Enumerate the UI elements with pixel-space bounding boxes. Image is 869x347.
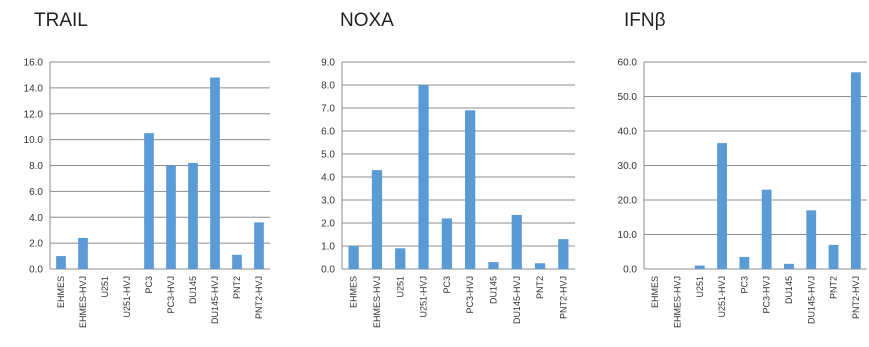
x-category-label: EHMES xyxy=(349,276,359,308)
y-tick-label: 1.0 xyxy=(321,242,335,253)
x-category-label: PNT2-HVJ xyxy=(254,276,264,319)
bar-ehmes xyxy=(348,246,359,269)
x-category-label: DU145-HVJ xyxy=(806,276,816,324)
bar-ehmes-hvj xyxy=(78,237,88,269)
x-category-label: EHMES xyxy=(56,276,66,308)
y-tick-label: 40.0 xyxy=(618,127,638,138)
bar-ehmes xyxy=(56,256,66,269)
y-tick-label: 8.0 xyxy=(321,81,335,92)
y-tick-label: 2.0 xyxy=(321,219,335,230)
x-category-label: PC3-HVJ xyxy=(166,276,176,314)
noxa-chart-panel: NOXA 0.0 1.0 2.0 3.0 4.0 5.0 6.0 7.0 8.0 9.0 EHMES… xyxy=(290,0,580,347)
x-category-label: DU145-HVJ xyxy=(210,276,220,324)
y-tick-label: 3.0 xyxy=(321,196,335,207)
x-category-label: U251 xyxy=(100,276,110,298)
y-tick-label: 12.0 xyxy=(24,109,44,120)
x-category-label: U251 xyxy=(695,276,705,298)
y-tick-label: 10.0 xyxy=(618,230,638,241)
x-category-label: PNT2 xyxy=(829,276,839,299)
y-tick-label: 10.0 xyxy=(24,135,44,146)
bar-pc3 xyxy=(441,218,452,269)
y-tick-label: 4.0 xyxy=(29,213,43,224)
x-category-label: PC3-HVJ xyxy=(465,276,475,314)
trail-chart-panel: TRAIL 0.0 2.0 4.0 6.0 8.0 10.0 12.0 14.0 16.0 EHM… xyxy=(0,0,290,347)
bar-pnt2-hvj xyxy=(850,72,861,269)
y-tick-label: 0.0 xyxy=(29,265,43,276)
x-category-label: DU145 xyxy=(784,276,794,304)
bar-pnt2 xyxy=(232,254,242,269)
x-category-label: PC3 xyxy=(442,276,452,294)
ifnb-chart-panel: IFNβ 0.0 10.0 20.0 30.0 40.0 50.0 60.0 EHMES EHM… xyxy=(580,0,869,347)
x-category-label: PNT2-HVJ xyxy=(851,276,861,319)
y-tick-label: 60.0 xyxy=(618,58,638,69)
bar-u251-hvj xyxy=(717,143,727,269)
x-category-label: DU145 xyxy=(488,276,498,304)
trail-bar-chart: 0.0 2.0 4.0 6.0 8.0 10.0 12.0 14.0 16.0 EHMES EHME… xyxy=(24,58,270,328)
trail-chart-title: TRAIL xyxy=(34,10,88,31)
y-tick-label: 50.0 xyxy=(618,92,638,103)
ifnb-chart-title: IFNβ xyxy=(624,10,666,31)
bar-pc3 xyxy=(144,133,154,269)
bar-pnt2-hvj xyxy=(254,222,264,269)
y-tick-label: 16.0 xyxy=(24,58,44,69)
bar-u251 xyxy=(694,265,705,269)
noxa-bar-chart: 0.0 1.0 2.0 3.0 4.0 5.0 6.0 7.0 8.0 9.0 EHMES EHMES… xyxy=(321,58,575,328)
bar-du145-hvj xyxy=(210,77,220,270)
y-tick-label: 30.0 xyxy=(618,161,638,172)
bar-pnt2 xyxy=(828,244,839,269)
x-category-label: EHMES-HVJ xyxy=(372,276,382,328)
bar-du145-hvj xyxy=(806,210,817,269)
x-category-label: PC3 xyxy=(739,276,749,294)
y-tick-label: 8.0 xyxy=(29,161,43,172)
x-category-label: PC3 xyxy=(144,276,154,294)
x-category-label: DU145-HVJ xyxy=(512,276,522,324)
x-category-label: EHMES xyxy=(650,276,660,308)
bar-du145 xyxy=(784,263,794,269)
y-tick-label: 9.0 xyxy=(321,58,335,69)
y-tick-label: 2.0 xyxy=(29,239,43,250)
ifnb-bar-chart: 0.0 10.0 20.0 30.0 40.0 50.0 60.0 EHMES EHMES-HV… xyxy=(618,58,867,328)
bar-du145 xyxy=(188,162,198,269)
x-category-label: PNT2 xyxy=(535,276,545,299)
x-category-label: PNT2 xyxy=(232,276,242,299)
bar-du145-hvj xyxy=(511,214,522,269)
y-tick-label: 7.0 xyxy=(321,104,335,115)
y-tick-label: 4.0 xyxy=(321,173,335,184)
x-category-label: PC3-HVJ xyxy=(762,276,772,314)
bar-pnt2 xyxy=(534,263,546,269)
x-category-label: U251 xyxy=(395,276,405,298)
bar-ehmes-hvj xyxy=(371,170,383,269)
y-tick-label: 6.0 xyxy=(29,187,43,198)
x-category-label: U251-HVJ xyxy=(419,276,429,318)
y-tick-label: 0.0 xyxy=(623,265,637,276)
x-category-label: DU145 xyxy=(188,276,198,304)
bar-pc3-hvj xyxy=(465,110,476,269)
x-category-label: U251-HVJ xyxy=(122,276,132,318)
x-category-label: EHMES-HVJ xyxy=(672,276,682,328)
x-category-label: U251-HVJ xyxy=(717,276,727,318)
y-tick-label: 20.0 xyxy=(618,196,638,207)
x-category-label: PNT2-HVJ xyxy=(558,276,568,319)
x-category-label: EHMES-HVJ xyxy=(78,276,88,328)
y-tick-label: 14.0 xyxy=(24,83,44,94)
bar-du145 xyxy=(488,262,499,269)
bar-pc3-hvj xyxy=(761,189,772,269)
bar-pc3-hvj xyxy=(166,165,176,269)
y-tick-label: 6.0 xyxy=(321,127,335,138)
bar-u251 xyxy=(395,248,406,269)
bar-pnt2-hvj xyxy=(558,239,569,269)
noxa-chart-title: NOXA xyxy=(340,10,394,31)
y-tick-label: 5.0 xyxy=(321,150,335,161)
bar-pc3 xyxy=(739,256,750,269)
y-tick-label: 0.0 xyxy=(321,265,335,276)
bar-u251-hvj xyxy=(418,85,429,269)
